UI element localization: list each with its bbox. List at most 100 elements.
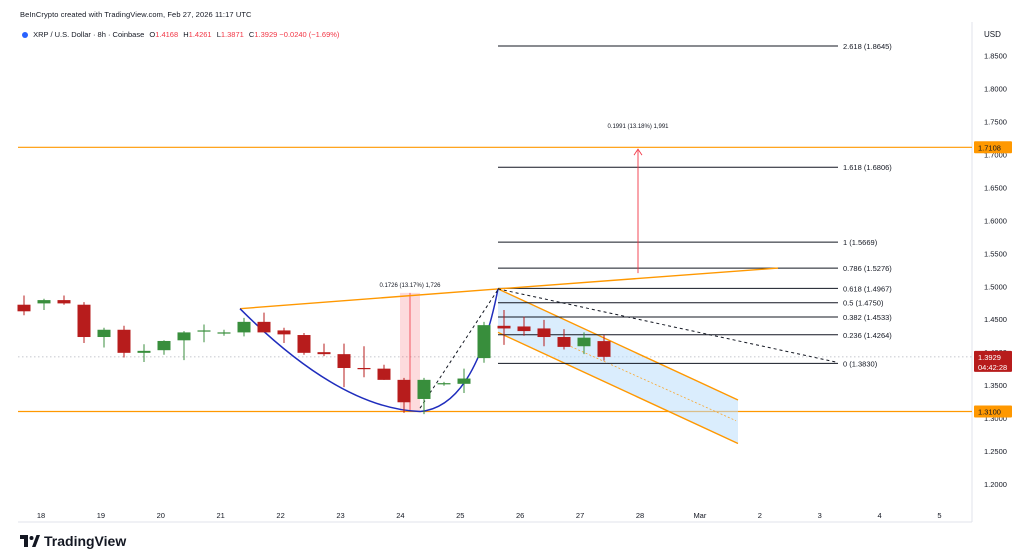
neckline-right bbox=[497, 267, 779, 290]
high-value: 1.4261 bbox=[188, 30, 212, 39]
y-tick-label: 1.6500 bbox=[984, 183, 1007, 192]
y-tick-label: 1.8000 bbox=[984, 85, 1007, 94]
candle-body bbox=[337, 354, 351, 368]
candle-body bbox=[477, 325, 491, 359]
candle-body bbox=[117, 329, 131, 353]
x-tick-label: 2 bbox=[758, 511, 762, 520]
falling-channel-fill bbox=[498, 288, 738, 444]
candle-body bbox=[257, 321, 271, 333]
candle-body bbox=[217, 332, 231, 334]
x-tick-label: 4 bbox=[878, 511, 882, 520]
candle-body bbox=[317, 352, 331, 355]
neckline-left bbox=[239, 288, 499, 310]
chart-credit: BeInCrypto created with TradingView.com,… bbox=[20, 10, 252, 19]
candle-body bbox=[357, 367, 371, 370]
fib-level-label: 2.618 (1.8645) bbox=[843, 42, 892, 51]
candle-body bbox=[437, 383, 451, 385]
close-label: C bbox=[248, 30, 255, 39]
x-tick-label: 3 bbox=[818, 511, 822, 520]
symbol-legend: XRP / U.S. Dollar · 8h · Coinbase O1.416… bbox=[22, 30, 339, 39]
currency-label[interactable]: USD bbox=[984, 30, 1001, 39]
candle-body bbox=[497, 325, 511, 329]
x-tick-label: 23 bbox=[336, 511, 344, 520]
channel-upper-line bbox=[497, 288, 739, 401]
x-tick-label: 20 bbox=[157, 511, 165, 520]
fib-level-label: 0 (1.3830) bbox=[843, 359, 878, 368]
brand[interactable]: TradingView bbox=[20, 533, 126, 549]
bar-countdown-label: 04:42:28 bbox=[978, 363, 1007, 372]
current-price-box bbox=[974, 350, 1012, 372]
fib-level-label: 0.5 (1.4750) bbox=[843, 299, 884, 308]
x-tick-label: 27 bbox=[576, 511, 584, 520]
candle-body bbox=[417, 379, 431, 399]
target-measure-label: 0.1991 (13.18%) 1,991 bbox=[607, 124, 669, 130]
candle-body bbox=[397, 379, 411, 403]
candle-body bbox=[457, 378, 471, 384]
x-tick-label: 28 bbox=[636, 511, 644, 520]
x-tick-label: Mar bbox=[693, 511, 706, 520]
candle-body bbox=[17, 304, 31, 312]
y-tick-label: 1.8500 bbox=[984, 52, 1007, 61]
brand-name: TradingView bbox=[44, 533, 127, 549]
x-tick-label: 22 bbox=[276, 511, 284, 520]
down-trend-dashed-line bbox=[497, 288, 837, 363]
low-value: 1.3871 bbox=[220, 30, 244, 39]
y-tick-label: 1.4500 bbox=[984, 315, 1007, 324]
y-tick-label: 1.3000 bbox=[984, 414, 1007, 423]
candle-body bbox=[297, 335, 311, 353]
symbol-dot-icon bbox=[22, 32, 28, 39]
fib-level-label: 1 (1.5669) bbox=[843, 238, 878, 247]
x-tick-label: 21 bbox=[217, 511, 225, 520]
candle-body bbox=[517, 326, 531, 332]
candle-body bbox=[377, 368, 391, 380]
x-tick-label: 25 bbox=[456, 511, 464, 520]
candle-body bbox=[77, 304, 91, 338]
candle-body bbox=[597, 341, 611, 357]
change-value: −0.0240 (−1.69%) bbox=[279, 30, 340, 39]
tradingview-logo-icon bbox=[20, 535, 40, 547]
y-tick-label: 1.5000 bbox=[984, 282, 1007, 291]
fib-level-label: 1.618 (1.6806) bbox=[843, 163, 892, 172]
y-tick-label: 1.6000 bbox=[984, 216, 1007, 225]
target-arrow-head bbox=[633, 148, 643, 156]
y-tick-label: 1.5500 bbox=[984, 249, 1007, 258]
candle-body bbox=[177, 332, 191, 341]
fib-level-label: 0.618 (1.4967) bbox=[843, 284, 892, 293]
y-tick-label: 1.2000 bbox=[984, 480, 1007, 489]
close-value: 1.3929 bbox=[254, 30, 278, 39]
fib-level-label: 0.382 (1.4533) bbox=[843, 313, 892, 322]
support-price-label: 1.3100 bbox=[978, 407, 1001, 416]
candle-body bbox=[537, 328, 551, 338]
candle-body bbox=[37, 300, 51, 304]
current-price-label: 1.3929 bbox=[978, 353, 1001, 362]
candle-body bbox=[237, 321, 251, 333]
channel-lower-line bbox=[497, 331, 739, 445]
y-tick-label: 1.3500 bbox=[984, 381, 1007, 390]
x-tick-label: 26 bbox=[516, 511, 524, 520]
x-tick-label: 5 bbox=[937, 511, 941, 520]
left-measure-label: 0.1726 (13.17%) 1,726 bbox=[379, 283, 441, 289]
fib-level-label: 0.786 (1.5276) bbox=[843, 264, 892, 273]
candle-body bbox=[197, 330, 211, 332]
candle-body bbox=[277, 330, 291, 335]
open-value: 1.4168 bbox=[155, 30, 179, 39]
candle-body bbox=[557, 337, 571, 347]
resistance-price-label: 1.7108 bbox=[978, 143, 1001, 152]
high-label: H bbox=[183, 30, 189, 39]
y-tick-label: 1.7500 bbox=[984, 117, 1007, 126]
channel-midline bbox=[559, 341, 737, 422]
candle-body bbox=[157, 340, 171, 351]
candle-body bbox=[137, 350, 151, 353]
y-tick-label: 1.7000 bbox=[984, 150, 1007, 159]
cup-curve bbox=[239, 288, 499, 413]
x-tick-label: 24 bbox=[396, 511, 404, 520]
support-price-label-box bbox=[974, 405, 1012, 418]
candle-body bbox=[577, 337, 591, 347]
open-label: O bbox=[149, 30, 156, 39]
x-tick-label: 18 bbox=[37, 511, 45, 520]
candle-body bbox=[57, 300, 71, 304]
x-tick-label: 19 bbox=[97, 511, 105, 520]
symbol-title[interactable]: XRP / U.S. Dollar · 8h · Coinbase bbox=[33, 30, 145, 39]
resistance-price-label-box bbox=[974, 141, 1012, 154]
